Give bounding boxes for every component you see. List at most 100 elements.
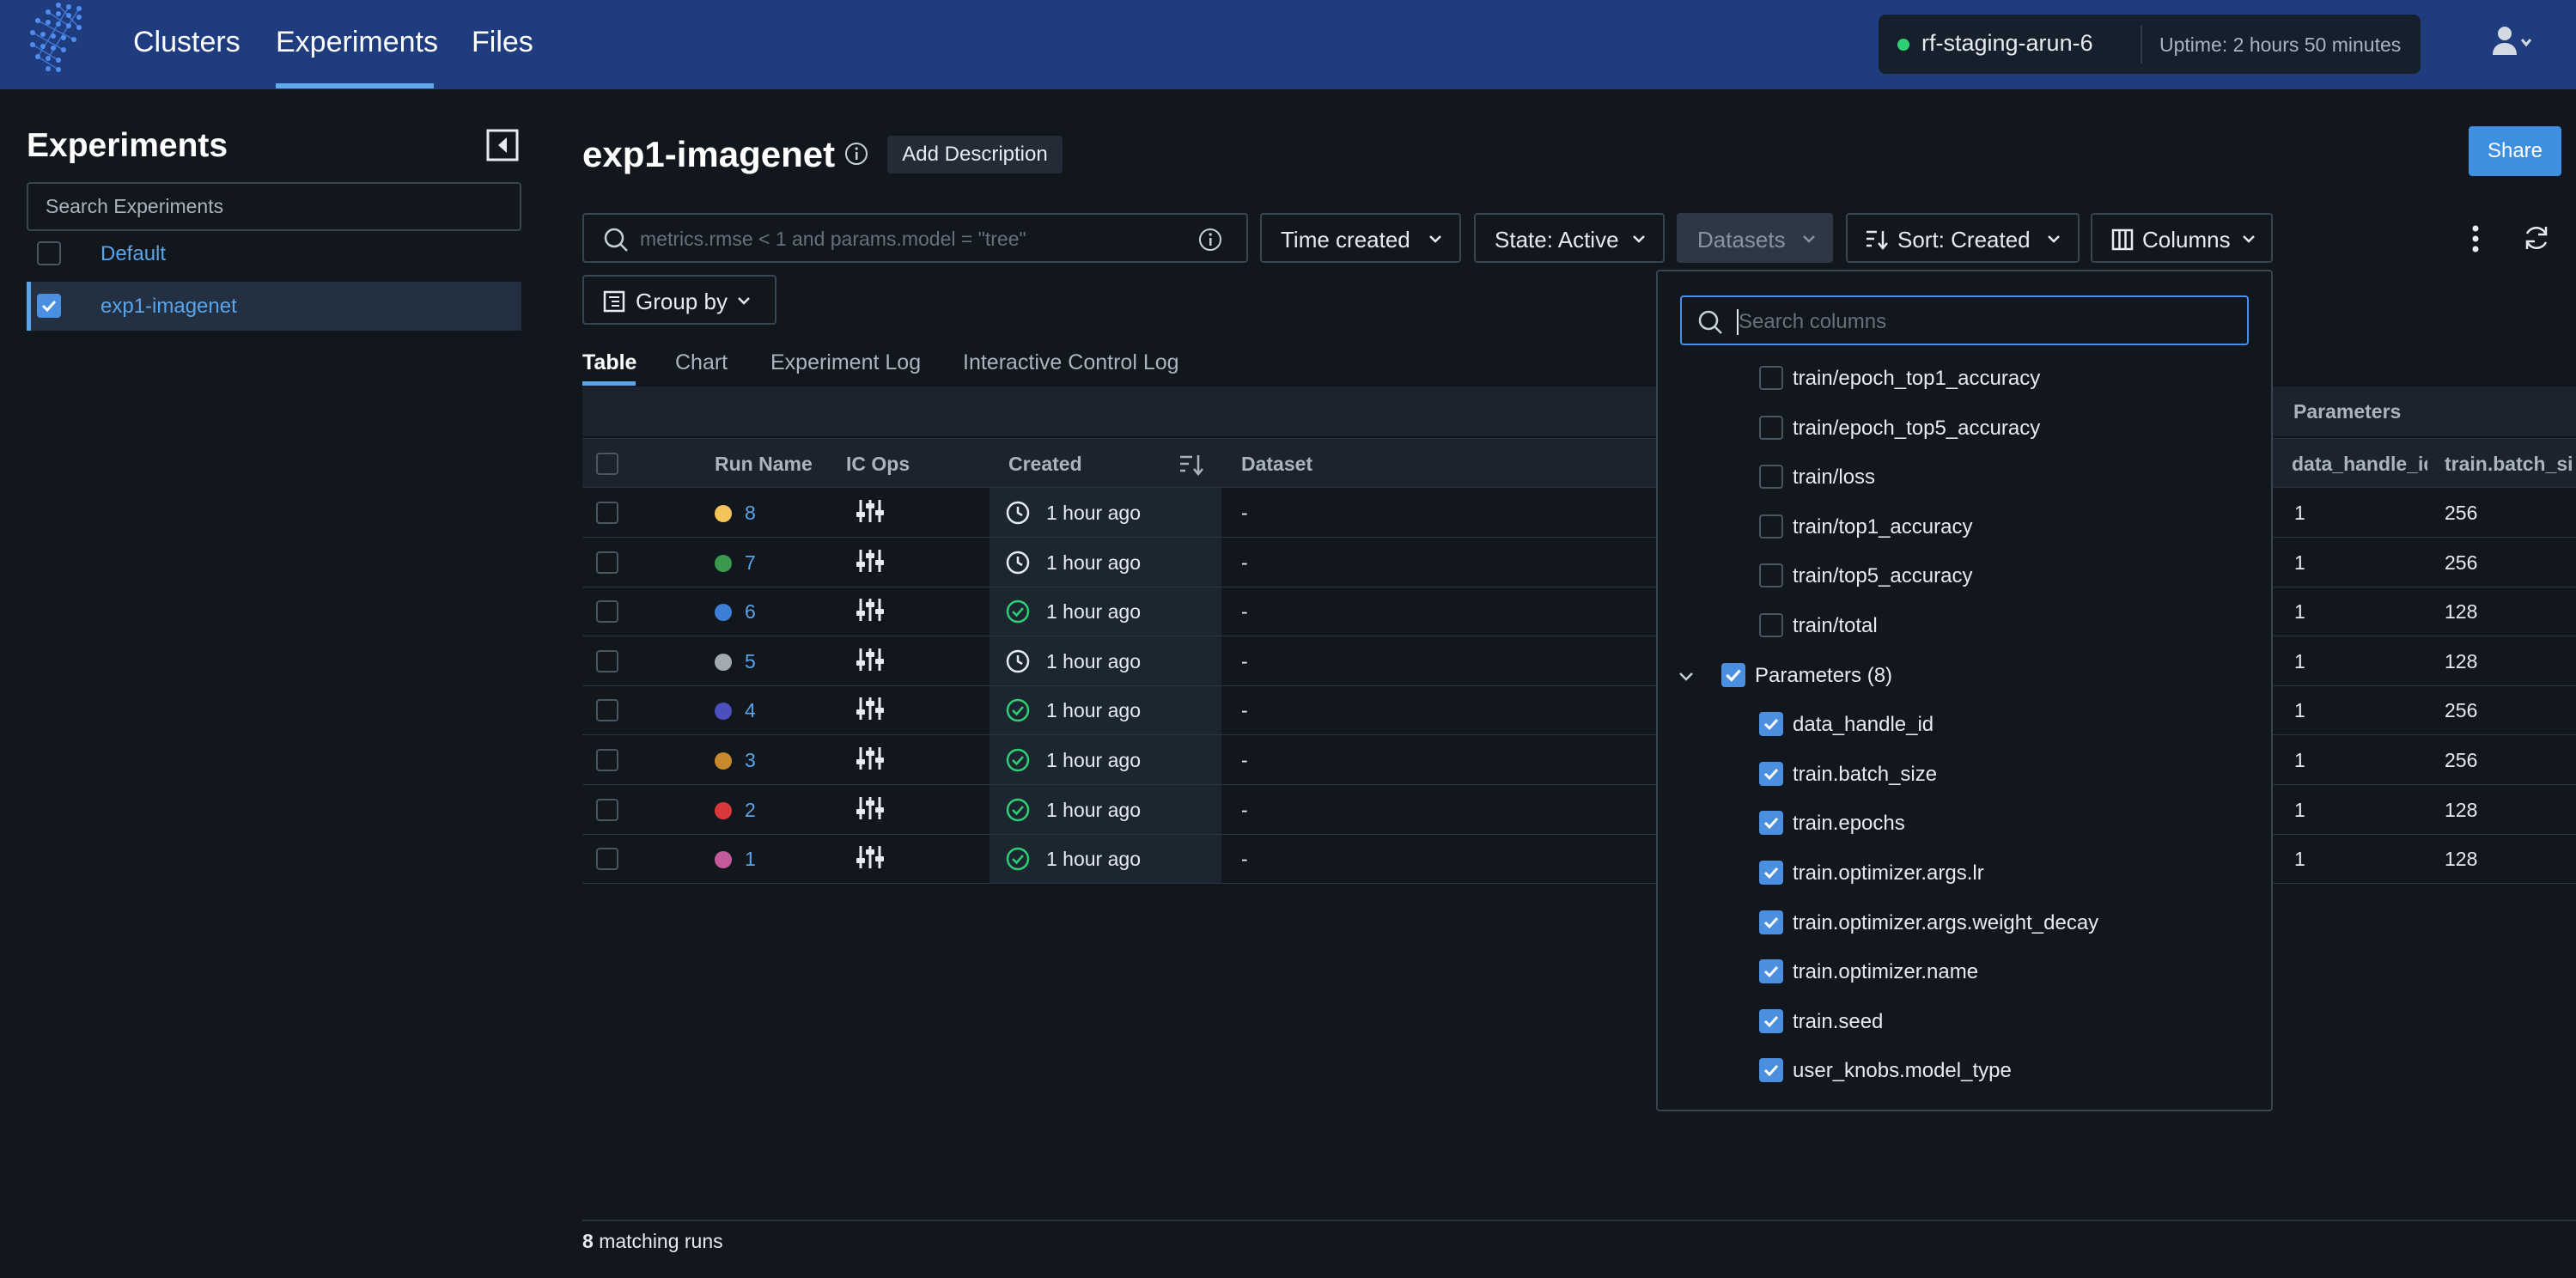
sidebar-item-exp1-imagenet[interactable]: exp1-imagenet [27,282,521,331]
run-color-dot[interactable] [715,604,732,622]
column-header-train-batch-size[interactable]: train.batch_size [2445,453,2573,475]
table-row[interactable]: 1 1 hour ago - 1 128 [582,834,2576,885]
column-checkbox[interactable] [1759,712,1783,737]
group-checkbox[interactable] [1721,662,1745,687]
column-option-label[interactable]: data_handle_id [1793,713,1934,737]
column-checkbox[interactable] [1759,811,1783,836]
run-name-link[interactable]: 5 [745,649,756,672]
chevron-down-icon[interactable] [1677,666,1696,685]
column-option[interactable]: train/epoch_top5_accuracy [1658,404,2271,453]
column-header-ic-ops[interactable]: IC Ops [846,453,910,475]
column-checkbox[interactable] [1759,514,1783,539]
row-checkbox[interactable] [596,600,618,624]
nav-clusters[interactable]: Clusters [133,26,241,58]
run-name-link[interactable]: 3 [745,749,756,771]
row-checkbox[interactable] [596,699,618,722]
nav-experiments[interactable]: Experiments [276,26,438,58]
run-filter-search[interactable]: metrics.rmse < 1 and params.model = "tre… [582,213,1248,263]
column-option-label[interactable]: train/top1_accuracy [1793,514,1973,539]
refresh-icon[interactable] [2522,223,2551,253]
column-option-label[interactable]: train.optimizer.args.weight_decay [1793,910,2099,934]
run-name-link[interactable]: 1 [745,848,756,871]
column-option[interactable]: train.batch_size [1658,750,2271,799]
column-option[interactable]: data_handle_id [1658,700,2271,749]
column-option[interactable]: train/loss [1658,453,2271,502]
table-row[interactable]: 4 1 hour ago - 1 256 [582,685,2576,736]
row-checkbox[interactable] [596,848,618,871]
ic-ops-sliders-icon[interactable] [856,548,885,574]
column-checkbox[interactable] [1759,1008,1783,1033]
row-checkbox[interactable] [596,551,618,574]
run-name-link[interactable]: 7 [745,551,756,574]
run-color-dot[interactable] [715,752,732,770]
table-row[interactable]: 3 1 hour ago - 1 256 [582,735,2576,785]
run-name-link[interactable]: 2 [745,798,756,821]
column-checkbox[interactable] [1759,465,1783,490]
column-checkbox[interactable] [1759,861,1783,885]
column-option[interactable]: train.epochs [1658,799,2271,848]
column-option[interactable]: train.optimizer.args.lr [1658,849,2271,898]
select-all-checkbox[interactable] [596,453,618,475]
run-color-dot[interactable] [715,505,732,522]
column-option[interactable]: train/top1_accuracy [1658,502,2271,551]
group-by-dropdown[interactable]: Group by [582,275,776,325]
experiment-label[interactable]: exp1-imagenet [100,295,237,318]
run-name-link[interactable]: 6 [745,600,756,624]
column-checkbox[interactable] [1759,1058,1783,1083]
tab-chart[interactable]: Chart [675,350,728,374]
add-description-button[interactable]: Add Description [887,136,1063,173]
column-header-run-name[interactable]: Run Name [715,453,813,475]
column-option[interactable]: user_knobs.model_type [1658,1046,2271,1095]
sidebar-item-default[interactable]: Default [27,229,521,278]
column-option[interactable]: train/total [1658,601,2271,650]
search-columns-input[interactable]: Search columns [1680,295,2249,345]
column-header-dataset[interactable]: Dataset [1241,453,1313,475]
nav-files[interactable]: Files [472,26,533,58]
ic-ops-sliders-icon[interactable] [856,597,885,623]
row-checkbox[interactable] [596,502,618,524]
run-name-link[interactable]: 8 [745,502,756,524]
ic-ops-sliders-icon[interactable] [856,498,885,524]
column-option-label[interactable]: train/top5_accuracy [1793,564,1973,588]
tab-experiment-log[interactable]: Experiment Log [770,350,922,374]
column-checkbox[interactable] [1759,613,1783,637]
table-row[interactable]: 2 1 hour ago - 1 128 [582,785,2576,835]
sort-icon[interactable] [1178,453,1204,477]
column-checkbox[interactable] [1759,959,1783,984]
column-header-created[interactable]: Created [1008,453,1082,475]
search-experiments-input[interactable] [27,182,521,231]
table-row[interactable]: 7 1 hour ago - 1 256 [582,538,2576,587]
run-name-link[interactable]: 4 [745,699,756,722]
column-option-label[interactable]: train/loss [1793,466,1876,490]
info-icon[interactable] [843,141,869,167]
column-checkbox[interactable] [1759,910,1783,934]
datasets-dropdown[interactable]: Datasets [1677,213,1833,263]
sort-dropdown[interactable]: Sort: Created [1846,213,2080,263]
parameters-group[interactable]: Parameters (8) [1658,651,2271,700]
column-option-label[interactable]: train/total [1793,614,1878,637]
ic-ops-sliders-icon[interactable] [856,647,885,672]
column-header-data-handle-id[interactable]: data_handle_id [2292,453,2427,475]
column-option[interactable]: train/epoch_top1_accuracy [1658,354,2271,403]
columns-dropdown[interactable]: Columns [2091,213,2273,263]
ic-ops-sliders-icon[interactable] [856,795,885,821]
row-checkbox[interactable] [596,649,618,672]
info-icon[interactable] [1197,227,1223,253]
column-option[interactable]: train/top5_accuracy [1658,551,2271,600]
column-option-label[interactable]: train.seed [1793,1009,1884,1033]
column-checkbox[interactable] [1759,366,1783,390]
row-checkbox[interactable] [596,798,618,821]
table-row[interactable]: 5 1 hour ago - 1 128 [582,636,2576,686]
ic-ops-sliders-icon[interactable] [856,746,885,771]
tab-table[interactable]: Table [582,350,637,374]
column-option-label[interactable]: train/epoch_top1_accuracy [1793,367,2041,390]
app-logo-icon[interactable] [26,2,89,72]
column-option-label[interactable]: train.optimizer.args.lr [1793,861,1984,885]
run-color-dot[interactable] [715,653,732,671]
column-checkbox[interactable] [1759,415,1783,440]
state-dropdown[interactable]: State: Active [1474,213,1665,263]
share-button[interactable]: Share [2469,126,2561,176]
group-label[interactable]: Parameters (8) [1755,663,1893,687]
table-row[interactable]: 6 1 hour ago - 1 128 [582,587,2576,637]
run-color-dot[interactable] [715,703,732,721]
